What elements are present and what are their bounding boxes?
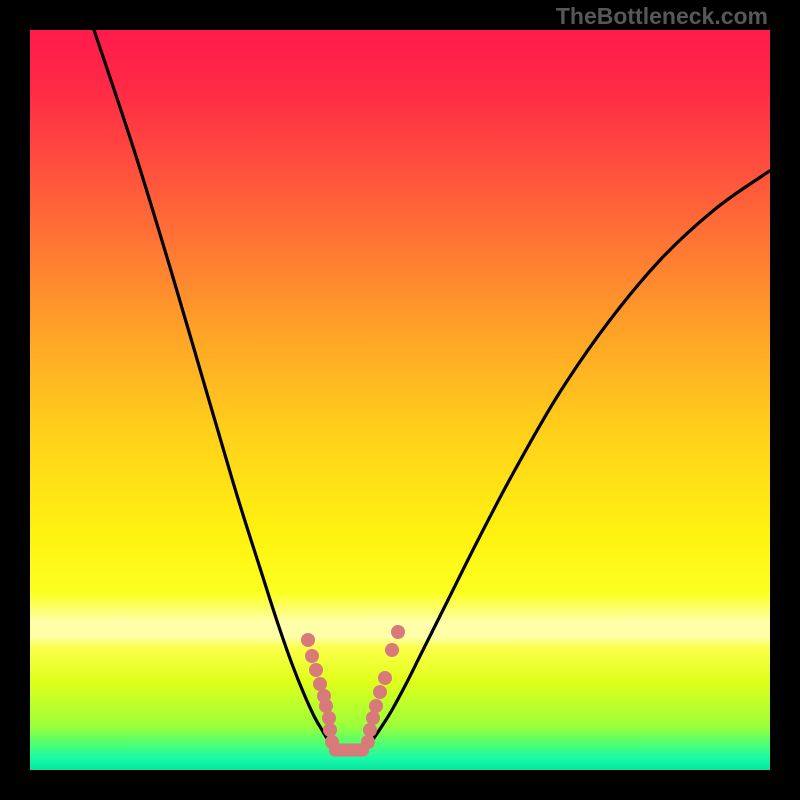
curve-marker xyxy=(373,685,387,699)
watermark-text: TheBottleneck.com xyxy=(556,3,768,30)
curve-left xyxy=(92,30,333,746)
curve-marker xyxy=(301,633,315,647)
curve-marker xyxy=(378,671,392,685)
curve-marker xyxy=(369,699,383,713)
curve-marker xyxy=(391,625,405,639)
curve-marker xyxy=(361,735,375,749)
plot-area xyxy=(30,30,770,770)
curve-marker xyxy=(363,723,377,737)
curve-marker xyxy=(385,643,399,657)
chart-stage: { "canvas": { "width": 800, "height": 80… xyxy=(0,0,800,800)
bottleneck-curve xyxy=(30,30,770,770)
curve-right xyxy=(368,170,770,746)
curve-marker xyxy=(366,711,380,725)
curve-marker xyxy=(325,735,339,749)
curve-marker xyxy=(305,649,319,663)
curve-marker xyxy=(309,663,323,677)
